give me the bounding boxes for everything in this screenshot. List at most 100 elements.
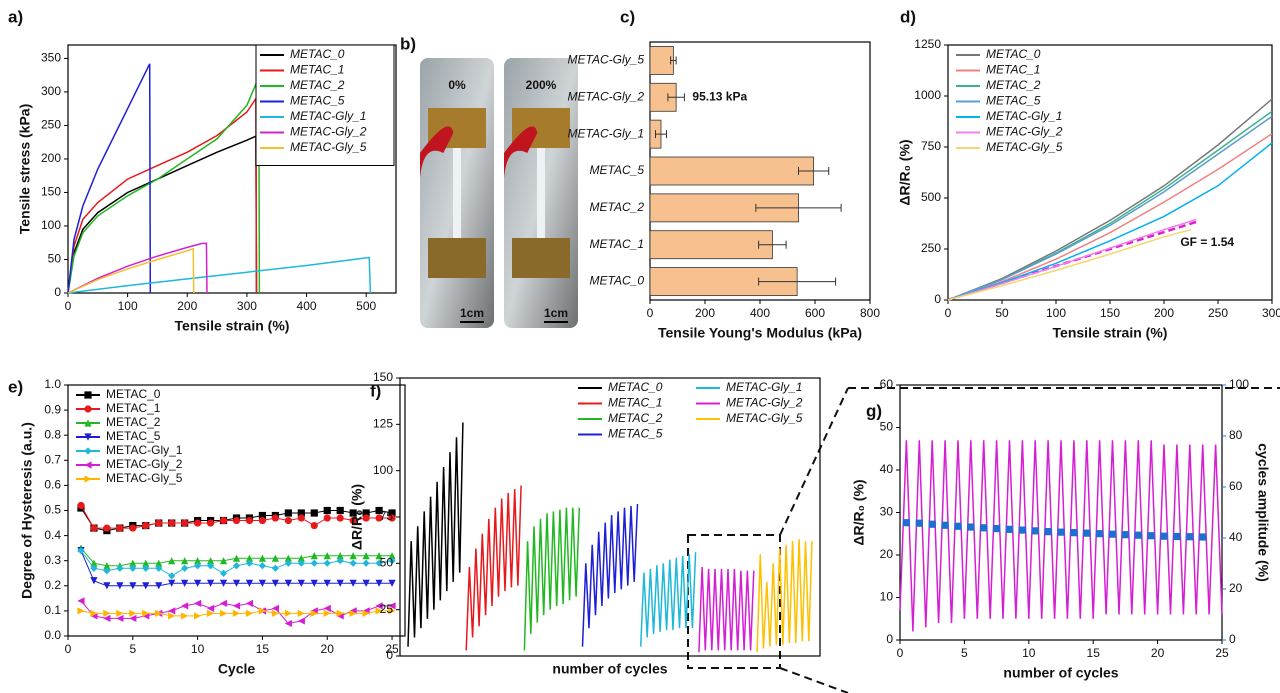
y-tick-label: 0.2: [44, 578, 61, 592]
x-tick-label: 150: [1100, 306, 1120, 320]
y-tick-label: 75: [380, 509, 394, 523]
marker: [362, 579, 370, 587]
y-tick-label: 25: [380, 602, 394, 616]
legend-label: METAC-Gly_1: [290, 109, 366, 123]
marker: [116, 609, 124, 618]
legend-label: METAC_5: [290, 94, 345, 108]
marker: [194, 579, 202, 587]
marker: [181, 519, 189, 527]
marker: [336, 506, 344, 515]
marker: [271, 514, 279, 522]
y-tick-label: 10: [880, 590, 894, 604]
marker: [206, 604, 215, 612]
legend-label: METAC-Gly_1: [986, 109, 1062, 123]
series-line: [581, 503, 639, 647]
x-tick-label: 100: [1046, 306, 1066, 320]
marker: [258, 516, 267, 525]
legend-label: METAC_5: [608, 427, 663, 441]
series-line: [67, 135, 258, 294]
marker: [1134, 531, 1142, 539]
x-tick-label: 25: [1215, 646, 1229, 660]
marker: [362, 609, 370, 618]
y-tick-label: 0.0: [44, 628, 61, 642]
marker: [1173, 532, 1181, 541]
marker: [84, 419, 92, 427]
marker: [116, 524, 124, 532]
x-axis-label: Tensile strain (%): [175, 318, 290, 334]
y-tick-label: 250: [41, 118, 61, 132]
marker: [297, 617, 305, 625]
marker: [271, 564, 279, 572]
y2-tick-label: 40: [1229, 530, 1243, 544]
legend-label: METAC_5: [106, 429, 161, 443]
legend-label: METAC_2: [290, 78, 345, 92]
marker: [219, 569, 228, 577]
marker: [77, 597, 85, 605]
x-tick-label: 10: [191, 642, 205, 656]
x-tick-label: 250: [1208, 306, 1228, 320]
y2-axis-label: cycles amplitude (%): [1255, 443, 1271, 582]
y-axis-label: ΔR/R₀ (%): [897, 139, 913, 205]
marker: [284, 559, 292, 567]
bar: [649, 46, 674, 75]
x-axis-label: Tensile Young's Modulus (kPa): [658, 325, 862, 341]
y-tick-label: 125: [373, 417, 393, 431]
y-tick-label: 150: [373, 370, 393, 384]
y-tick-label: 1250: [914, 37, 941, 51]
marker: [388, 514, 396, 522]
marker: [232, 516, 241, 525]
cable: [504, 126, 538, 178]
legend-label: METAC_5: [986, 94, 1041, 108]
marker: [1044, 528, 1052, 536]
marker: [116, 564, 124, 572]
marker: [349, 559, 357, 567]
marker: [219, 579, 228, 587]
marker: [375, 579, 383, 587]
y-tick-label: 300: [41, 84, 61, 98]
marker: [129, 564, 137, 572]
marker: [232, 579, 241, 587]
legend-label: METAC-Gly_2: [986, 125, 1063, 139]
legend-label: METAC_2: [986, 78, 1041, 92]
panel-label: e): [8, 377, 23, 396]
marker: [297, 514, 305, 522]
zoom-line: [779, 667, 849, 693]
x-tick-label: 5: [129, 642, 136, 656]
x-tick-label: 300: [1262, 306, 1280, 320]
y-axis-label: Tensile stress (kPa): [17, 104, 33, 234]
marker: [155, 519, 163, 527]
marker: [375, 602, 383, 610]
y-tick-label: 0.9: [44, 402, 61, 416]
legend-label: METAC_1: [986, 63, 1040, 77]
series-line: [756, 539, 813, 653]
marker: [336, 609, 344, 618]
marker: [116, 582, 124, 590]
y-tick-label: 0.3: [44, 553, 61, 567]
x-tick-label: 20: [321, 642, 335, 656]
marker: [310, 509, 318, 517]
marker: [129, 559, 137, 567]
marker: [206, 557, 215, 565]
marker: [323, 604, 331, 612]
marker: [915, 519, 923, 527]
marker: [336, 552, 344, 560]
x-tick-label: 25: [385, 642, 399, 656]
marker: [142, 609, 150, 618]
value-label: 95.13 kPa: [692, 89, 747, 103]
marker: [310, 521, 318, 530]
panel-label: d): [900, 7, 916, 26]
x-tick-label: 800: [860, 306, 880, 320]
marker: [375, 607, 383, 615]
marker: [103, 609, 111, 618]
x-axis-label: number of cycles: [552, 661, 667, 677]
marker: [258, 511, 267, 520]
panel-label: f): [370, 381, 381, 400]
marker: [310, 579, 318, 587]
marker: [297, 579, 305, 587]
marker: [168, 572, 176, 580]
marker: [310, 552, 318, 560]
marker: [323, 514, 331, 522]
y-axis-label: Degree of Hysteresis (a.u.): [19, 422, 35, 599]
marker: [232, 609, 241, 618]
category-label: METAC-Gly_2: [568, 89, 645, 103]
